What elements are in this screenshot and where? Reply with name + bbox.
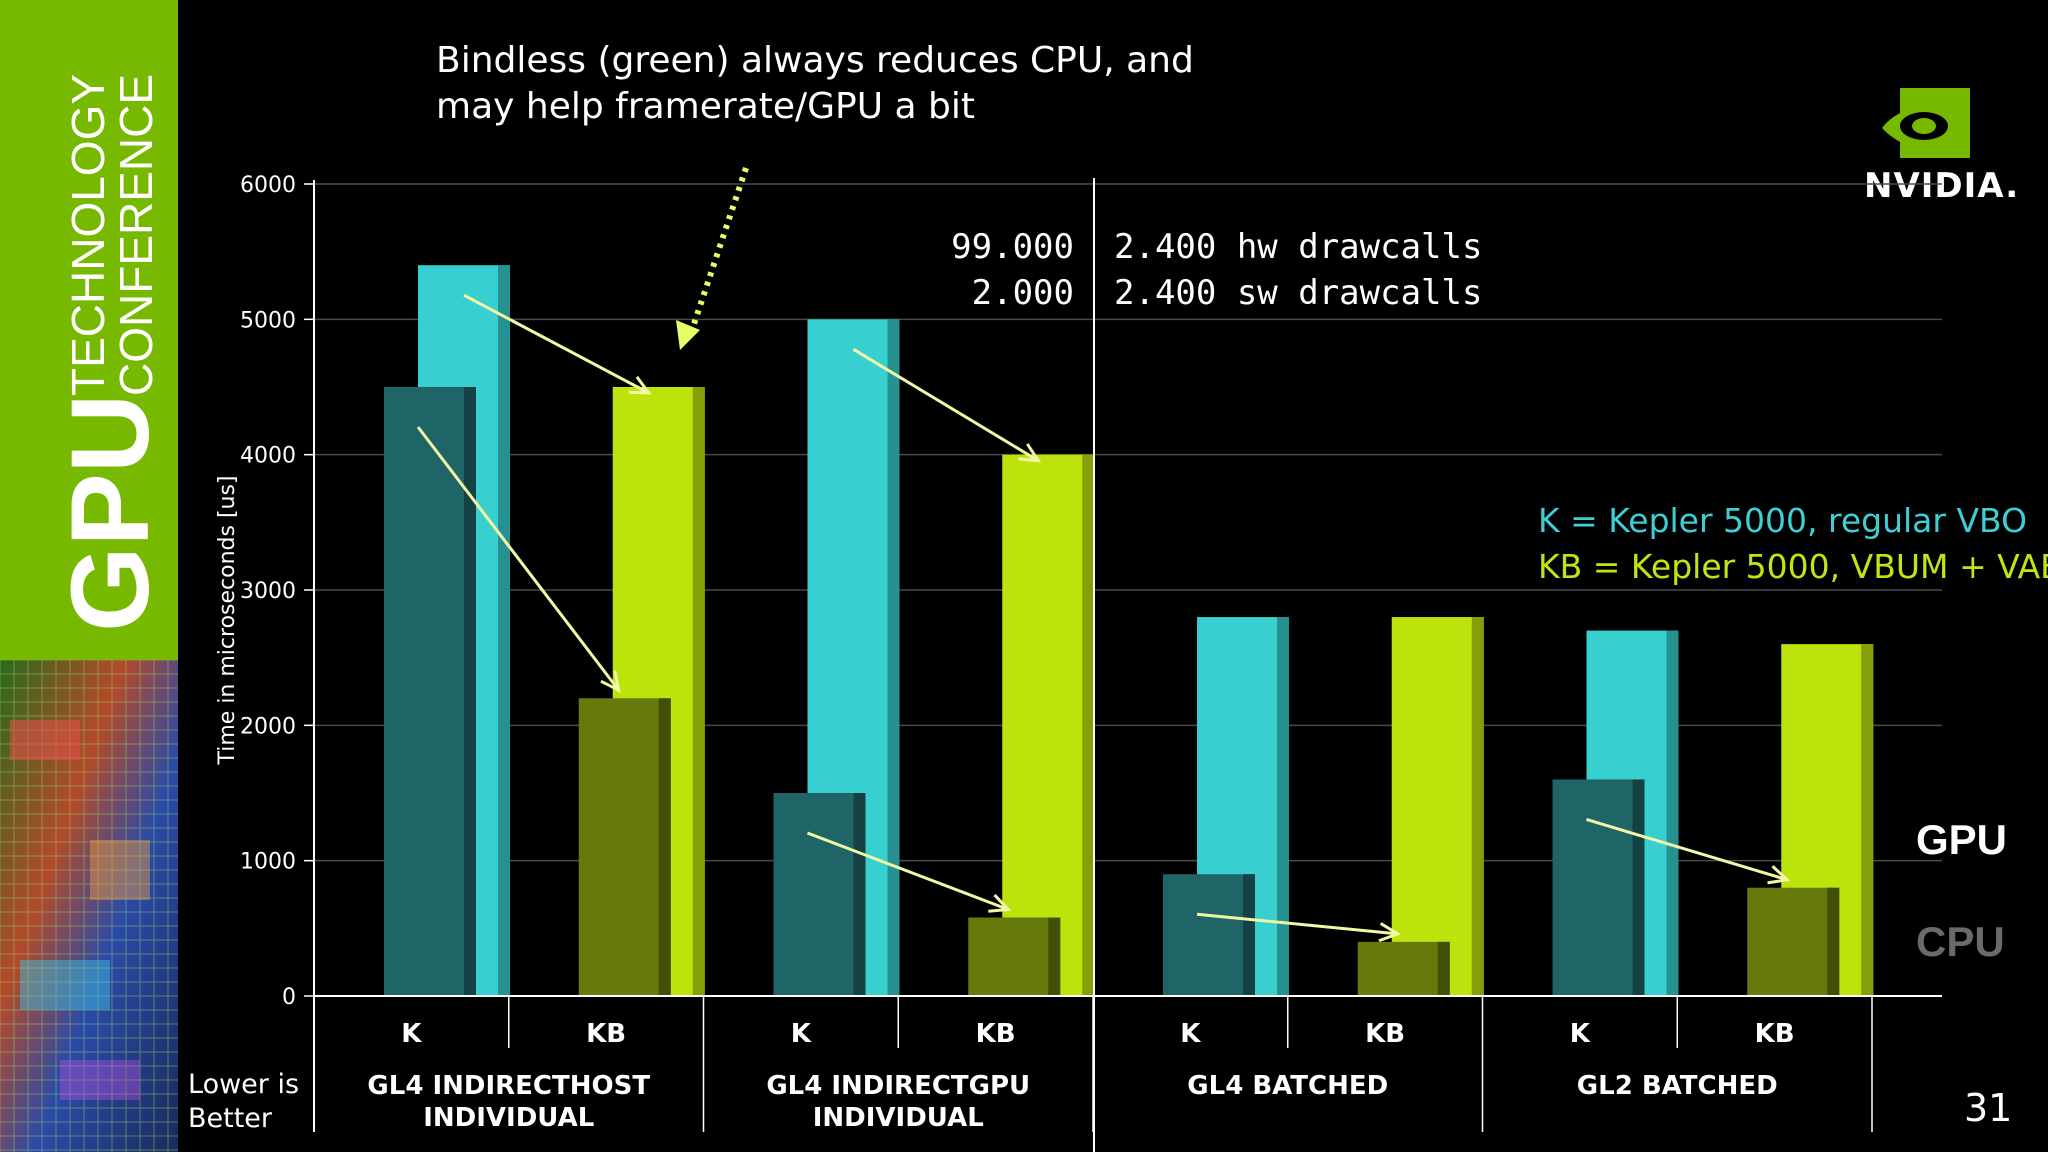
cpu-bar-side xyxy=(1243,874,1255,996)
gpu-bar xyxy=(1002,454,1095,997)
x-bar-label: KB xyxy=(976,1019,1016,1049)
brand-text: GPU TECHNOLOGY CONFERENCE xyxy=(49,74,172,632)
nvidia-logo-text: NVIDIA. xyxy=(1864,166,2020,206)
gpu-bar-side xyxy=(1277,617,1289,996)
gpu-arrow xyxy=(852,348,1040,462)
chart-arrows xyxy=(416,293,1791,943)
slide-headline: Bindless (green) always reduces CPU, and… xyxy=(436,38,1194,130)
cpu-arrow-head xyxy=(1767,865,1791,885)
lower-is-better-note: Lower is Better xyxy=(188,1068,299,1136)
cpu-arrow xyxy=(416,426,620,692)
y-tick-label: 3000 xyxy=(240,579,296,604)
gpu-bar-side xyxy=(1666,630,1679,996)
legend-kb: KB = Kepler 5000, VBUM + VAB xyxy=(1538,547,2048,586)
cpu-arrow xyxy=(806,831,1009,911)
x-bar-label: K xyxy=(401,1019,422,1049)
chart-axes: 0 1000 2000 3000 4000 5000 6000 K KB GL4 INDIRECT… xyxy=(240,173,1942,1133)
cpu-bar-side xyxy=(464,387,476,996)
gpu-bar-side xyxy=(1082,454,1095,997)
gpu-bar-side xyxy=(1471,617,1484,996)
cpu-bar xyxy=(1163,874,1255,996)
x-group-label: INDIVIDUAL xyxy=(423,1103,594,1133)
x-bar-label: KB xyxy=(1365,1019,1405,1049)
sidebar-brand-panel: GPU TECHNOLOGY CONFERENCE xyxy=(0,0,178,1152)
y-tick-label: 0 xyxy=(282,985,296,1010)
cpu-bar-side xyxy=(1437,941,1450,996)
cpu-arrow xyxy=(1586,818,1788,882)
y-axis-label: Time in microseconds [us] xyxy=(215,475,240,765)
y-tick-label: 1000 xyxy=(240,850,296,875)
annotation-right-1: 2.400 hw drawcalls xyxy=(1114,227,1482,267)
cpu-arrow-head xyxy=(988,893,1012,913)
cpu-bar xyxy=(1747,887,1840,996)
y-tick-label: 2000 xyxy=(240,714,296,739)
x-bar-label: K xyxy=(791,1019,812,1049)
gpu-arrow xyxy=(463,293,650,395)
x-group-label: INDIVIDUAL xyxy=(813,1103,984,1133)
cpu-bar-side xyxy=(1632,779,1645,996)
legend: K = Kepler 5000, regular VBO KB = Kepler… xyxy=(1538,498,2048,590)
brand-gpu-text: GPU xyxy=(49,394,172,632)
x-bar-label: K xyxy=(1180,1019,1201,1049)
cpu-bar xyxy=(578,698,671,996)
cpu-arrow-head xyxy=(600,670,621,694)
x-group-label: GL4 INDIRECTHOST xyxy=(367,1071,650,1101)
cpu-bar xyxy=(384,387,476,996)
y-tick-label: 4000 xyxy=(240,444,296,469)
gpu-bar xyxy=(1391,617,1484,996)
cpu-bar xyxy=(1552,779,1645,996)
gpu-bar-side xyxy=(887,319,900,996)
x-group-label: GL4 BATCHED xyxy=(1187,1071,1388,1101)
cpu-arrow-head xyxy=(1378,922,1402,943)
chart-bars xyxy=(384,265,1874,997)
x-group-label: GL4 INDIRECTGPU xyxy=(766,1071,1030,1101)
gpu-bar-side xyxy=(692,387,705,996)
cpu-bar-side xyxy=(1048,917,1061,996)
x-bar-label: KB xyxy=(586,1019,626,1049)
cpu-bar-side xyxy=(853,793,866,996)
gpu-arrow-head xyxy=(1018,443,1042,463)
gpu-bar-side xyxy=(498,265,510,996)
cpu-bar xyxy=(968,917,1061,996)
dotted-arrow xyxy=(687,167,749,337)
x-bar-label: KB xyxy=(1755,1019,1795,1049)
note-line-2: Better xyxy=(188,1103,273,1134)
annotation-left-1: 99.000 xyxy=(951,227,1074,267)
brand-conference-text: CONFERENCE xyxy=(110,74,162,396)
y-tick-label: 5000 xyxy=(240,308,296,333)
cpu-bar xyxy=(1357,941,1450,996)
note-line-1: Lower is xyxy=(188,1069,300,1100)
x-bar-label: K xyxy=(1570,1019,1591,1049)
headline-line-2: may help framerate/GPU a bit xyxy=(436,86,976,127)
gpu-bar-side xyxy=(1861,644,1874,996)
x-group-label: GL2 BATCHED xyxy=(1577,1071,1778,1101)
headline-line-1: Bindless (green) always reduces CPU, and xyxy=(436,40,1194,81)
cpu-bar-side xyxy=(658,698,671,996)
cpu-bar-side xyxy=(1827,887,1840,996)
cpu-arrow xyxy=(1196,912,1398,936)
gpu-label: GPU xyxy=(1916,816,2008,863)
chip-artwork xyxy=(0,660,178,1152)
brand-technology-text: TECHNOLOGY xyxy=(62,74,114,396)
cpu-label: CPU xyxy=(1916,918,2005,965)
cpu-bar xyxy=(773,793,866,996)
legend-k: K = Kepler 5000, regular VBO xyxy=(1538,501,2028,540)
annotation-left-2: 2.000 xyxy=(972,273,1074,313)
annotation-right-2: 2.400 sw drawcalls xyxy=(1114,273,1482,313)
dotted-arrow-head xyxy=(676,320,700,350)
gpu-arrow-head xyxy=(628,375,652,395)
y-tick-label: 6000 xyxy=(240,173,296,198)
page-number: 31 xyxy=(1964,1086,2013,1130)
nvidia-eye-icon xyxy=(1882,88,1970,158)
